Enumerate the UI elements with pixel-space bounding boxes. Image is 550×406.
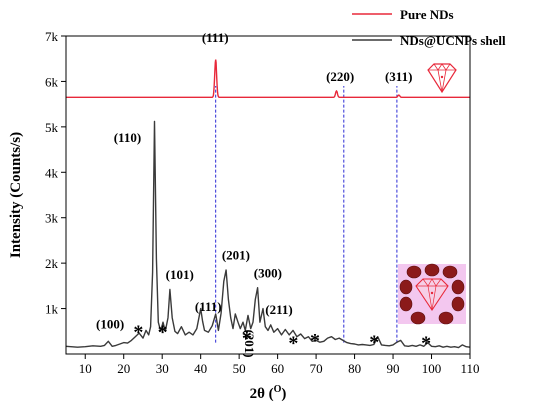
impurity-markers: * * * * * * * xyxy=(133,321,431,354)
x-tick-label: 50 xyxy=(233,361,246,376)
x-tick-label: 30 xyxy=(156,361,169,376)
series-line-pure-nds xyxy=(66,59,470,99)
x-axis-ticks: 10 20 30 40 50 60 70 80 90 100 110 xyxy=(79,354,480,376)
peak-label: (111) xyxy=(202,30,229,45)
y-tick-label: 3k xyxy=(45,211,59,226)
series-layer xyxy=(65,59,471,349)
impurity-star: * xyxy=(310,330,320,352)
impurity-star: * xyxy=(288,333,298,355)
plot-frame xyxy=(65,35,471,355)
peak-label: (311) xyxy=(385,69,412,84)
x-tick-label: 100 xyxy=(422,361,442,376)
impurity-star: * xyxy=(133,321,143,343)
y-tick-label: 4k xyxy=(45,165,59,180)
peak-label: (101) xyxy=(166,267,194,282)
x-tick-label: 90 xyxy=(387,361,400,376)
x-tick-label: 110 xyxy=(460,361,479,376)
x-tick-label: 70 xyxy=(310,361,323,376)
x-axis-title: 2θ (O) xyxy=(250,384,287,402)
peak-label: (220) xyxy=(326,69,354,84)
y-tick-label: 2k xyxy=(45,256,59,271)
x-tick-label: 80 xyxy=(348,361,361,376)
y-tick-label: 7k xyxy=(45,29,59,44)
x-tick-label: 20 xyxy=(117,361,130,376)
y-axis-ticks: 1k 2k 3k 4k 5k 6k 7k xyxy=(45,29,66,317)
peak-label: (211) xyxy=(265,302,292,317)
legend-label-shell: NDs@UCNPs shell xyxy=(400,33,506,48)
peak-label: (110) xyxy=(114,130,141,145)
peak-label: (100) xyxy=(96,317,124,332)
y-tick-label: 6k xyxy=(45,74,59,89)
y-tick-label: 5k xyxy=(45,120,59,135)
y-tick-label: 1k xyxy=(45,302,59,317)
x-tick-label: 40 xyxy=(194,361,207,376)
legend-label-pure-nds: Pure NDs xyxy=(400,7,454,22)
y-axis-title: Intensity (Counts/s) xyxy=(8,132,24,258)
impurity-star: * xyxy=(421,333,431,355)
x-tick-label: 10 xyxy=(79,361,92,376)
impurity-star: * xyxy=(369,331,379,353)
peak-labels: (111) (220) (311) (110) (101) (111) (201) (201)… xyxy=(96,30,412,358)
diamond-icon xyxy=(427,63,457,94)
core-shell-particle-icon xyxy=(398,263,466,325)
impurity-star: * xyxy=(158,321,168,343)
series-line-shell xyxy=(65,120,471,349)
peak-label: (111) xyxy=(195,299,222,314)
peak-label: (300) xyxy=(254,266,282,281)
peak-label: (201) xyxy=(242,329,257,357)
legend: Pure NDs NDs@UCNPs shell xyxy=(352,7,506,48)
x-tick-label: 60 xyxy=(271,361,284,376)
impurity-star: * xyxy=(242,328,252,350)
reference-lines xyxy=(215,85,398,343)
peak-label: (201) xyxy=(222,248,250,263)
